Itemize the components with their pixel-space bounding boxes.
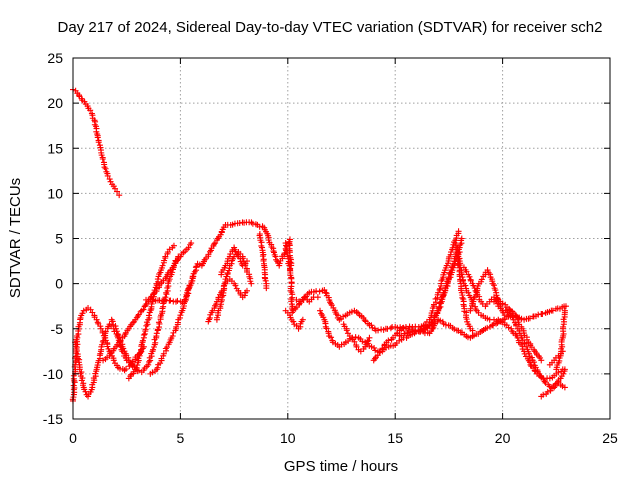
data-point-trail	[244, 269, 253, 284]
data-point-trail	[155, 314, 164, 333]
chart-title: Day 217 of 2024, Sidereal Day-to-day VTE…	[58, 19, 603, 36]
data-point-trail	[322, 319, 331, 335]
data-point-trail	[206, 309, 215, 322]
data-point-trail	[159, 255, 168, 271]
data-point-trail	[200, 235, 221, 266]
data-point-trail	[173, 315, 183, 330]
data-point-trail	[308, 288, 325, 295]
y-tick-label: 15	[47, 140, 63, 156]
x-tick-label: 0	[69, 430, 77, 446]
y-tick-label: -15	[43, 411, 63, 427]
y-axis-label: SDTVAR / TECUs	[7, 178, 24, 298]
data-point-trail	[523, 303, 567, 321]
series-arc-q	[379, 236, 464, 355]
data-point-trail	[453, 230, 461, 241]
data-point-trail	[262, 264, 269, 283]
y-tick-label: 5	[55, 231, 63, 247]
data-point-trail	[489, 278, 498, 293]
x-tick-label: 20	[495, 430, 511, 446]
data-point-trail	[98, 150, 107, 166]
series-arc-end-b	[553, 308, 568, 373]
data-point-trail	[257, 233, 265, 249]
data-point-trail	[225, 219, 250, 228]
data-point-trail	[342, 323, 350, 333]
y-tick-label: 10	[47, 185, 63, 201]
series-arc-n	[317, 308, 381, 355]
data-point	[154, 330, 160, 336]
data-marks	[70, 87, 569, 404]
data-point-trail	[150, 333, 159, 353]
y-tick-label: -5	[51, 321, 64, 337]
data-point-trail	[558, 337, 565, 357]
data-point-trail	[74, 316, 83, 339]
x-axis-ticks: 0 5 10 15 20 25	[69, 58, 618, 446]
sdtvar-chart: Day 217 of 2024, Sidereal Day-to-day VTE…	[0, 0, 640, 480]
data-point-trail	[262, 227, 281, 266]
data-point-trail	[77, 364, 87, 388]
x-tick-label: 25	[602, 430, 618, 446]
series-arc-v	[467, 267, 507, 318]
data-point-trail	[459, 292, 466, 307]
data-point-trail	[78, 310, 85, 318]
data-point-trail	[375, 324, 395, 333]
data-point-trail	[561, 310, 568, 325]
data-point	[315, 294, 321, 300]
data-point-trail	[323, 290, 341, 321]
series-arc-x	[495, 317, 565, 382]
x-axis-label: GPS time / hours	[284, 458, 398, 475]
data-point-trail	[287, 314, 296, 324]
y-tick-label: 25	[47, 50, 63, 66]
data-point-trail	[89, 368, 99, 388]
x-tick-label: 5	[177, 430, 185, 446]
series-arc-p	[371, 228, 462, 363]
y-tick-label: 20	[47, 95, 63, 111]
x-tick-label: 10	[280, 430, 296, 446]
data-point-trail	[259, 247, 266, 266]
data-point-trail	[183, 263, 200, 302]
y-tick-label: 0	[55, 276, 63, 292]
y-tick-label: -10	[43, 366, 63, 382]
data-point-trail	[95, 319, 104, 329]
data-point-trail	[92, 119, 100, 137]
x-tick-label: 15	[387, 430, 403, 446]
